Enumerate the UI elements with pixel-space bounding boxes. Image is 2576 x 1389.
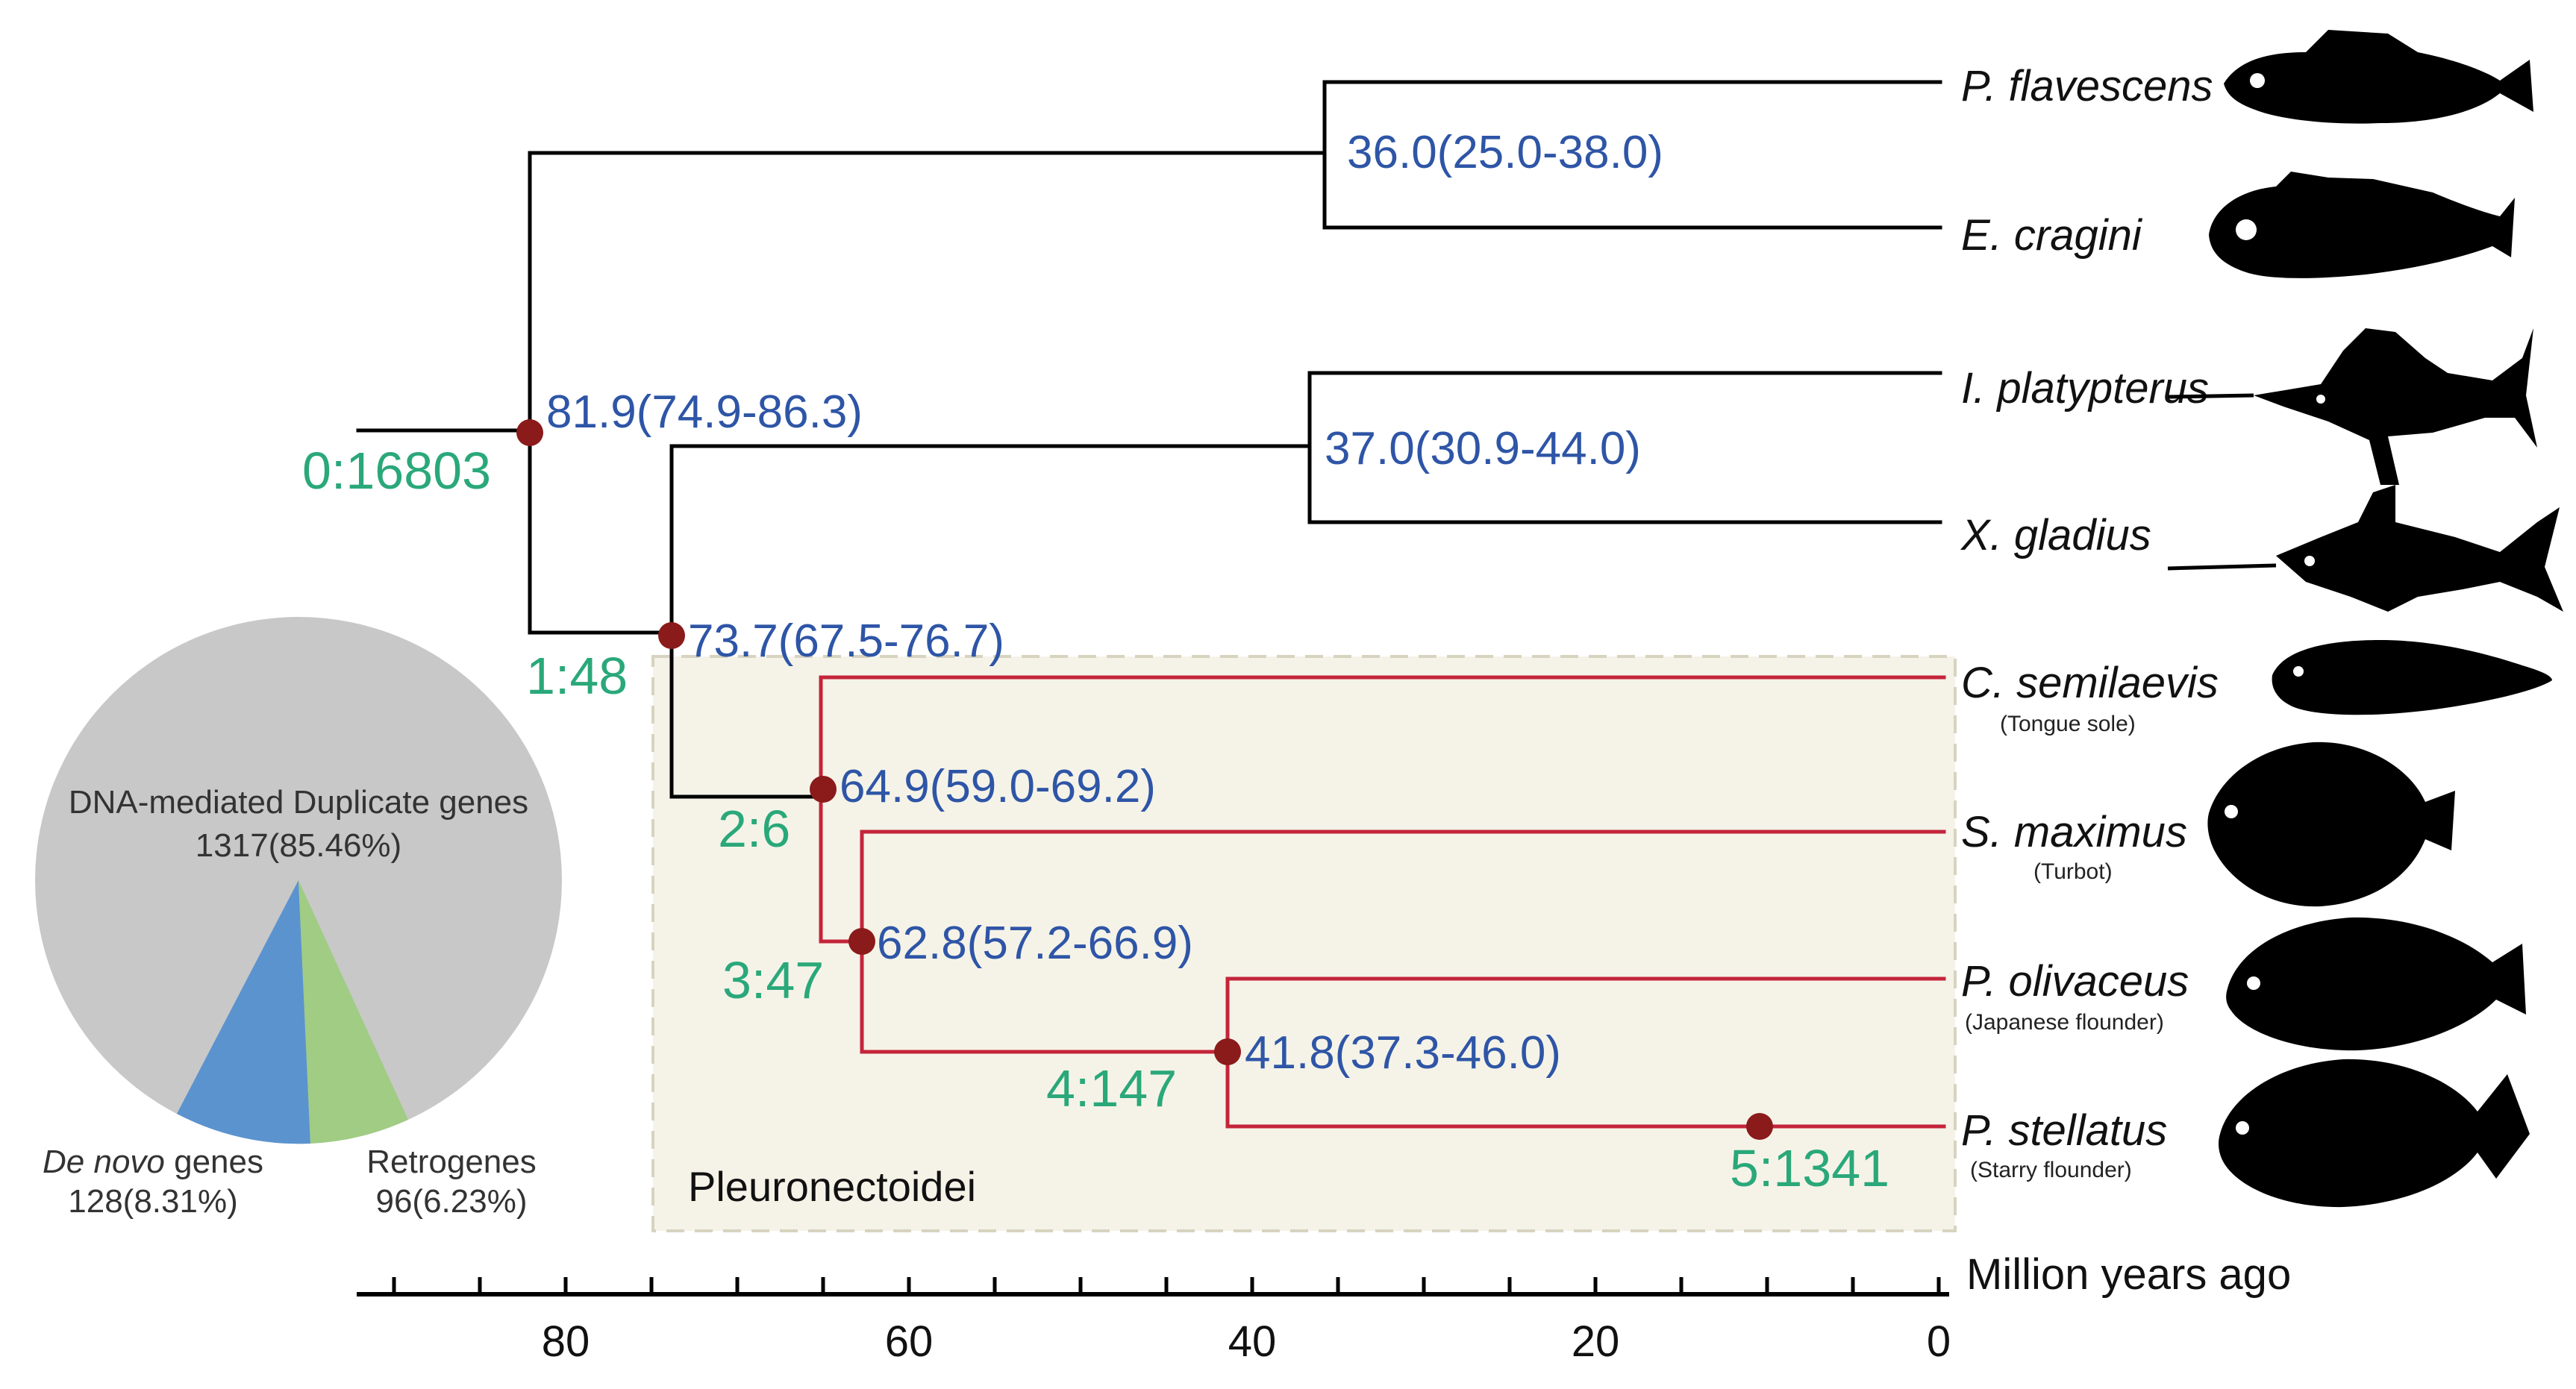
species-name: P. stellatus bbox=[1961, 1106, 2167, 1155]
dup-label-n3: 3:47 bbox=[722, 951, 824, 1009]
node-dot-n4 bbox=[1214, 1038, 1241, 1065]
node-dot-n3 bbox=[848, 928, 875, 955]
date-label-root: 81.9(74.9-86.3) bbox=[546, 386, 863, 438]
clade-label: Pleuronectoidei bbox=[688, 1163, 976, 1210]
species-common-name: (Turbot) bbox=[2033, 859, 2113, 884]
dup-label-n5: 5:1341 bbox=[1730, 1139, 1889, 1197]
perch-silhouette-icon bbox=[2224, 30, 2533, 124]
dup-label-n4: 4:147 bbox=[1046, 1059, 1177, 1117]
species-name: C. semilaevis bbox=[1961, 659, 2219, 707]
sailfish-silhouette-icon bbox=[2167, 328, 2537, 485]
tick-label: 60 bbox=[885, 1317, 934, 1366]
pie-slice-denovo bbox=[177, 880, 310, 1144]
japanese-flounder-silhouette-icon bbox=[2226, 917, 2526, 1051]
date-label-bill: 37.0(30.9-44.0) bbox=[1325, 423, 1641, 474]
minor-ticks bbox=[392, 1277, 1941, 1294]
dup-label-n2: 2:6 bbox=[718, 800, 790, 858]
swordfish-silhouette-icon bbox=[2167, 485, 2563, 612]
node-dot-n5 bbox=[1746, 1113, 1773, 1140]
date-label-n2: 64.9(59.0-69.2) bbox=[840, 761, 1156, 812]
pie-label-retrogenes: Retrogenes bbox=[366, 1144, 536, 1180]
node-dot-n1 bbox=[658, 622, 685, 649]
tick-label: 80 bbox=[542, 1317, 590, 1366]
species-name: E. cragini bbox=[1961, 211, 2143, 260]
pie-value-retrogenes: 96(6.23%) bbox=[375, 1183, 527, 1220]
species-common-name: (Tongue sole) bbox=[2000, 712, 2136, 736]
species-name: P. flavescens bbox=[1961, 62, 2213, 110]
species-name: X. gladius bbox=[1960, 511, 2151, 559]
tick-label: 0 bbox=[1927, 1317, 1951, 1366]
pie-slice-retrogenes bbox=[298, 880, 408, 1144]
species-name: S. maximus bbox=[1961, 808, 2187, 856]
pie-chart: DNA-mediated Duplicate genes 1317(85.46%… bbox=[35, 617, 562, 1220]
pie-value-denovo: 128(8.31%) bbox=[68, 1183, 237, 1220]
date-label-n3: 62.8(57.2-66.9) bbox=[877, 918, 1193, 969]
turbot-silhouette-icon bbox=[2207, 741, 2455, 907]
species-name: P. olivaceus bbox=[1961, 957, 2189, 1006]
sculpin-silhouette-icon bbox=[2209, 172, 2515, 278]
black-branches bbox=[356, 80, 1942, 799]
dup-label-n1: 1:48 bbox=[526, 647, 628, 705]
pie-label-duplicate: DNA-mediated Duplicate genes bbox=[69, 784, 528, 821]
fish-silhouettes bbox=[2167, 30, 2563, 1208]
date-label-n1: 73.7(67.5-76.7) bbox=[688, 615, 1004, 667]
tongue-sole-silhouette-icon bbox=[2272, 640, 2552, 715]
species-common-name: (Starry flounder) bbox=[1970, 1158, 2132, 1182]
date-label-perc: 36.0(25.0-38.0) bbox=[1347, 127, 1663, 178]
pie-label-denovo: De novo genes bbox=[43, 1144, 263, 1180]
dup-label-root: 0:16803 bbox=[302, 442, 491, 500]
date-label-n4: 41.8(37.3-46.0) bbox=[1245, 1027, 1561, 1079]
starry-flounder-silhouette-icon bbox=[2219, 1059, 2530, 1208]
time-axis: 80 60 40 20 0 Million years ago bbox=[357, 1250, 2291, 1366]
species-common-name: (Japanese flounder) bbox=[1965, 1010, 2164, 1035]
tick-label: 40 bbox=[1228, 1317, 1277, 1366]
tick-label: 20 bbox=[1572, 1317, 1620, 1366]
red-branches bbox=[819, 675, 1946, 1129]
pie-value-duplicate: 1317(85.46%) bbox=[196, 827, 401, 864]
node-dot-root bbox=[516, 419, 543, 446]
species-name: I. platypterus bbox=[1961, 364, 2209, 413]
axis-title: Million years ago bbox=[1966, 1250, 2291, 1299]
node-dot-n2 bbox=[810, 776, 837, 803]
